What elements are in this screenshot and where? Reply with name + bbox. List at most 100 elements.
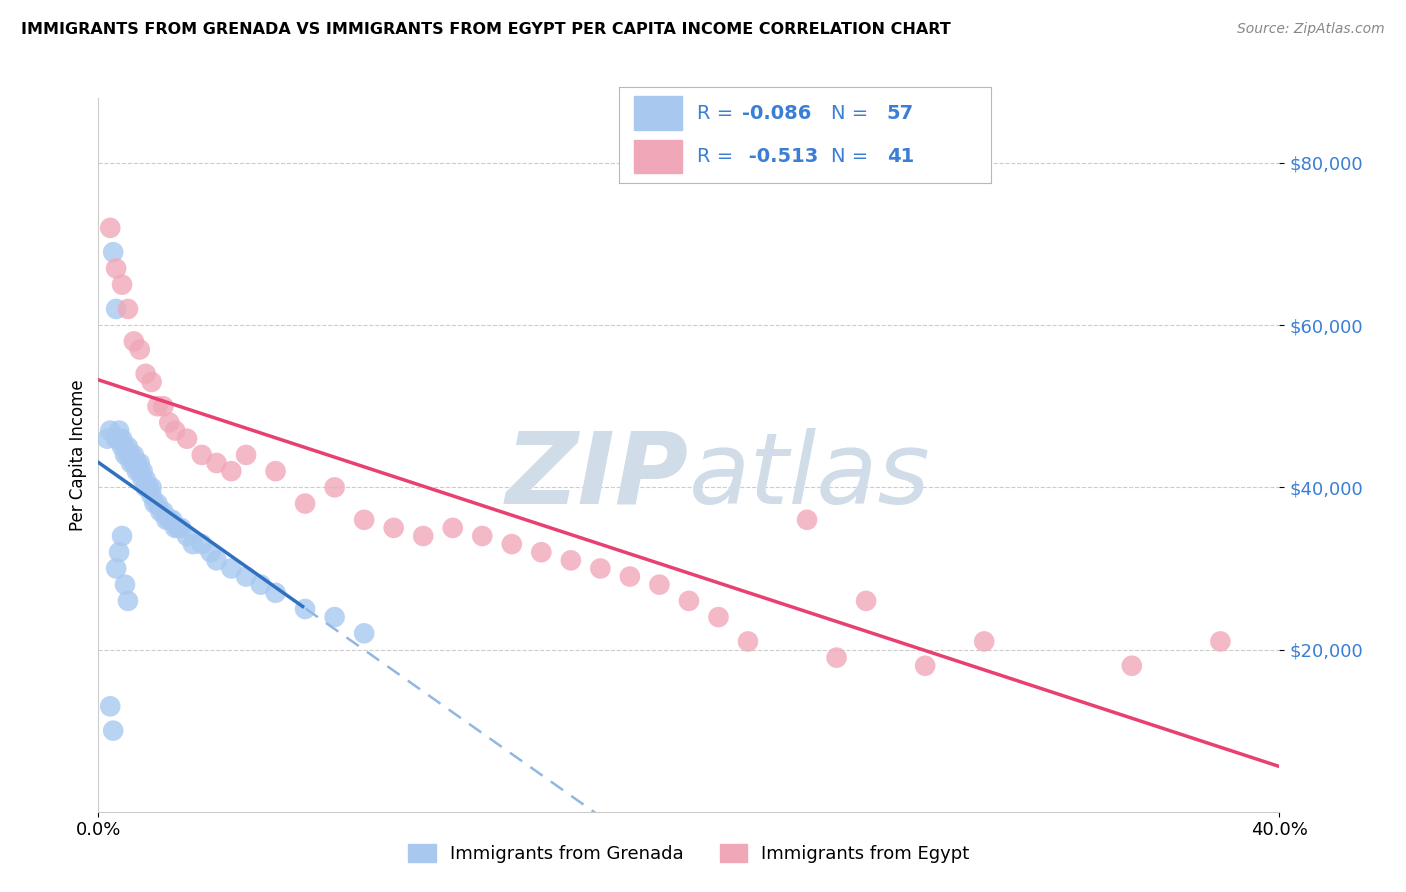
Point <box>141 480 163 494</box>
Point <box>205 553 228 567</box>
Point <box>132 464 155 478</box>
Point <box>128 464 150 478</box>
Text: IMMIGRANTS FROM GRENADA VS IMMIGRANTS FROM EGYPT PER CAPITA INCOME CORRELATION C: IMMIGRANTS FROM GRENADA VS IMMIGRANTS FR… <box>21 22 950 37</box>
Point <box>125 456 148 470</box>
Point <box>294 602 316 616</box>
Bar <box>634 139 682 173</box>
Point <box>1209 634 1232 648</box>
Point <box>176 529 198 543</box>
Point <box>152 505 174 519</box>
Point <box>167 521 190 535</box>
Point <box>155 513 177 527</box>
Point <box>98 220 121 235</box>
Point <box>796 513 818 527</box>
Point <box>141 488 163 502</box>
Point <box>825 650 848 665</box>
Bar <box>634 96 682 130</box>
Point <box>96 432 118 446</box>
Point <box>157 416 180 430</box>
Point <box>146 399 169 413</box>
Point <box>1121 658 1143 673</box>
Text: R =: R = <box>697 147 740 166</box>
Point <box>98 699 121 714</box>
Point <box>114 577 136 591</box>
Point <box>108 424 131 438</box>
Point <box>914 658 936 673</box>
Point <box>98 424 121 438</box>
Point <box>135 367 157 381</box>
Point <box>117 440 139 454</box>
Point <box>176 432 198 446</box>
Point <box>191 537 214 551</box>
Point <box>678 594 700 608</box>
Point <box>111 277 134 292</box>
Point <box>152 399 174 413</box>
Point <box>122 334 145 349</box>
Legend: Immigrants from Grenada, Immigrants from Egypt: Immigrants from Grenada, Immigrants from… <box>401 837 977 871</box>
Point <box>855 594 877 608</box>
Point <box>973 634 995 648</box>
Point <box>235 569 257 583</box>
Point <box>412 529 434 543</box>
Point <box>157 513 180 527</box>
Point <box>648 577 671 591</box>
Point <box>117 448 139 462</box>
Point <box>441 521 464 535</box>
Point <box>737 634 759 648</box>
Text: 41: 41 <box>887 147 914 166</box>
Point <box>111 440 134 454</box>
Point <box>117 594 139 608</box>
Point <box>108 432 131 446</box>
Point <box>122 456 145 470</box>
Point <box>235 448 257 462</box>
Point <box>162 513 183 527</box>
Point <box>219 464 242 478</box>
Point <box>165 521 187 535</box>
Point <box>205 456 228 470</box>
Point <box>619 569 641 583</box>
Point <box>103 245 125 260</box>
Point <box>117 301 139 316</box>
Point <box>111 529 134 543</box>
Point <box>105 261 128 276</box>
Point <box>120 456 142 470</box>
Text: N =: N = <box>831 104 875 123</box>
Point <box>170 521 193 535</box>
Point <box>353 626 375 640</box>
Point <box>323 480 346 494</box>
Point <box>138 480 160 494</box>
Point <box>105 301 128 316</box>
Point <box>135 472 157 486</box>
Point <box>120 448 142 462</box>
Point <box>560 553 582 567</box>
Point <box>219 561 242 575</box>
Point <box>530 545 553 559</box>
Text: atlas: atlas <box>689 428 931 524</box>
Y-axis label: Per Capita Income: Per Capita Income <box>69 379 87 531</box>
Point <box>125 464 148 478</box>
Point <box>135 480 157 494</box>
Point <box>323 610 346 624</box>
Point <box>128 343 150 357</box>
Point <box>382 521 405 535</box>
Point <box>114 448 136 462</box>
Text: -0.086: -0.086 <box>741 104 811 123</box>
Text: N =: N = <box>831 147 875 166</box>
Point <box>141 375 163 389</box>
Text: Source: ZipAtlas.com: Source: ZipAtlas.com <box>1237 22 1385 37</box>
Point <box>191 448 214 462</box>
Point <box>122 448 145 462</box>
Point <box>264 464 287 478</box>
Point <box>353 513 375 527</box>
Text: -0.513: -0.513 <box>741 147 818 166</box>
Point <box>707 610 730 624</box>
Point <box>589 561 612 575</box>
Point <box>200 545 222 559</box>
Point <box>146 497 169 511</box>
Point <box>143 497 166 511</box>
Point <box>165 424 187 438</box>
Point <box>114 440 136 454</box>
Point <box>264 586 287 600</box>
Point <box>250 577 273 591</box>
Text: R =: R = <box>697 104 740 123</box>
